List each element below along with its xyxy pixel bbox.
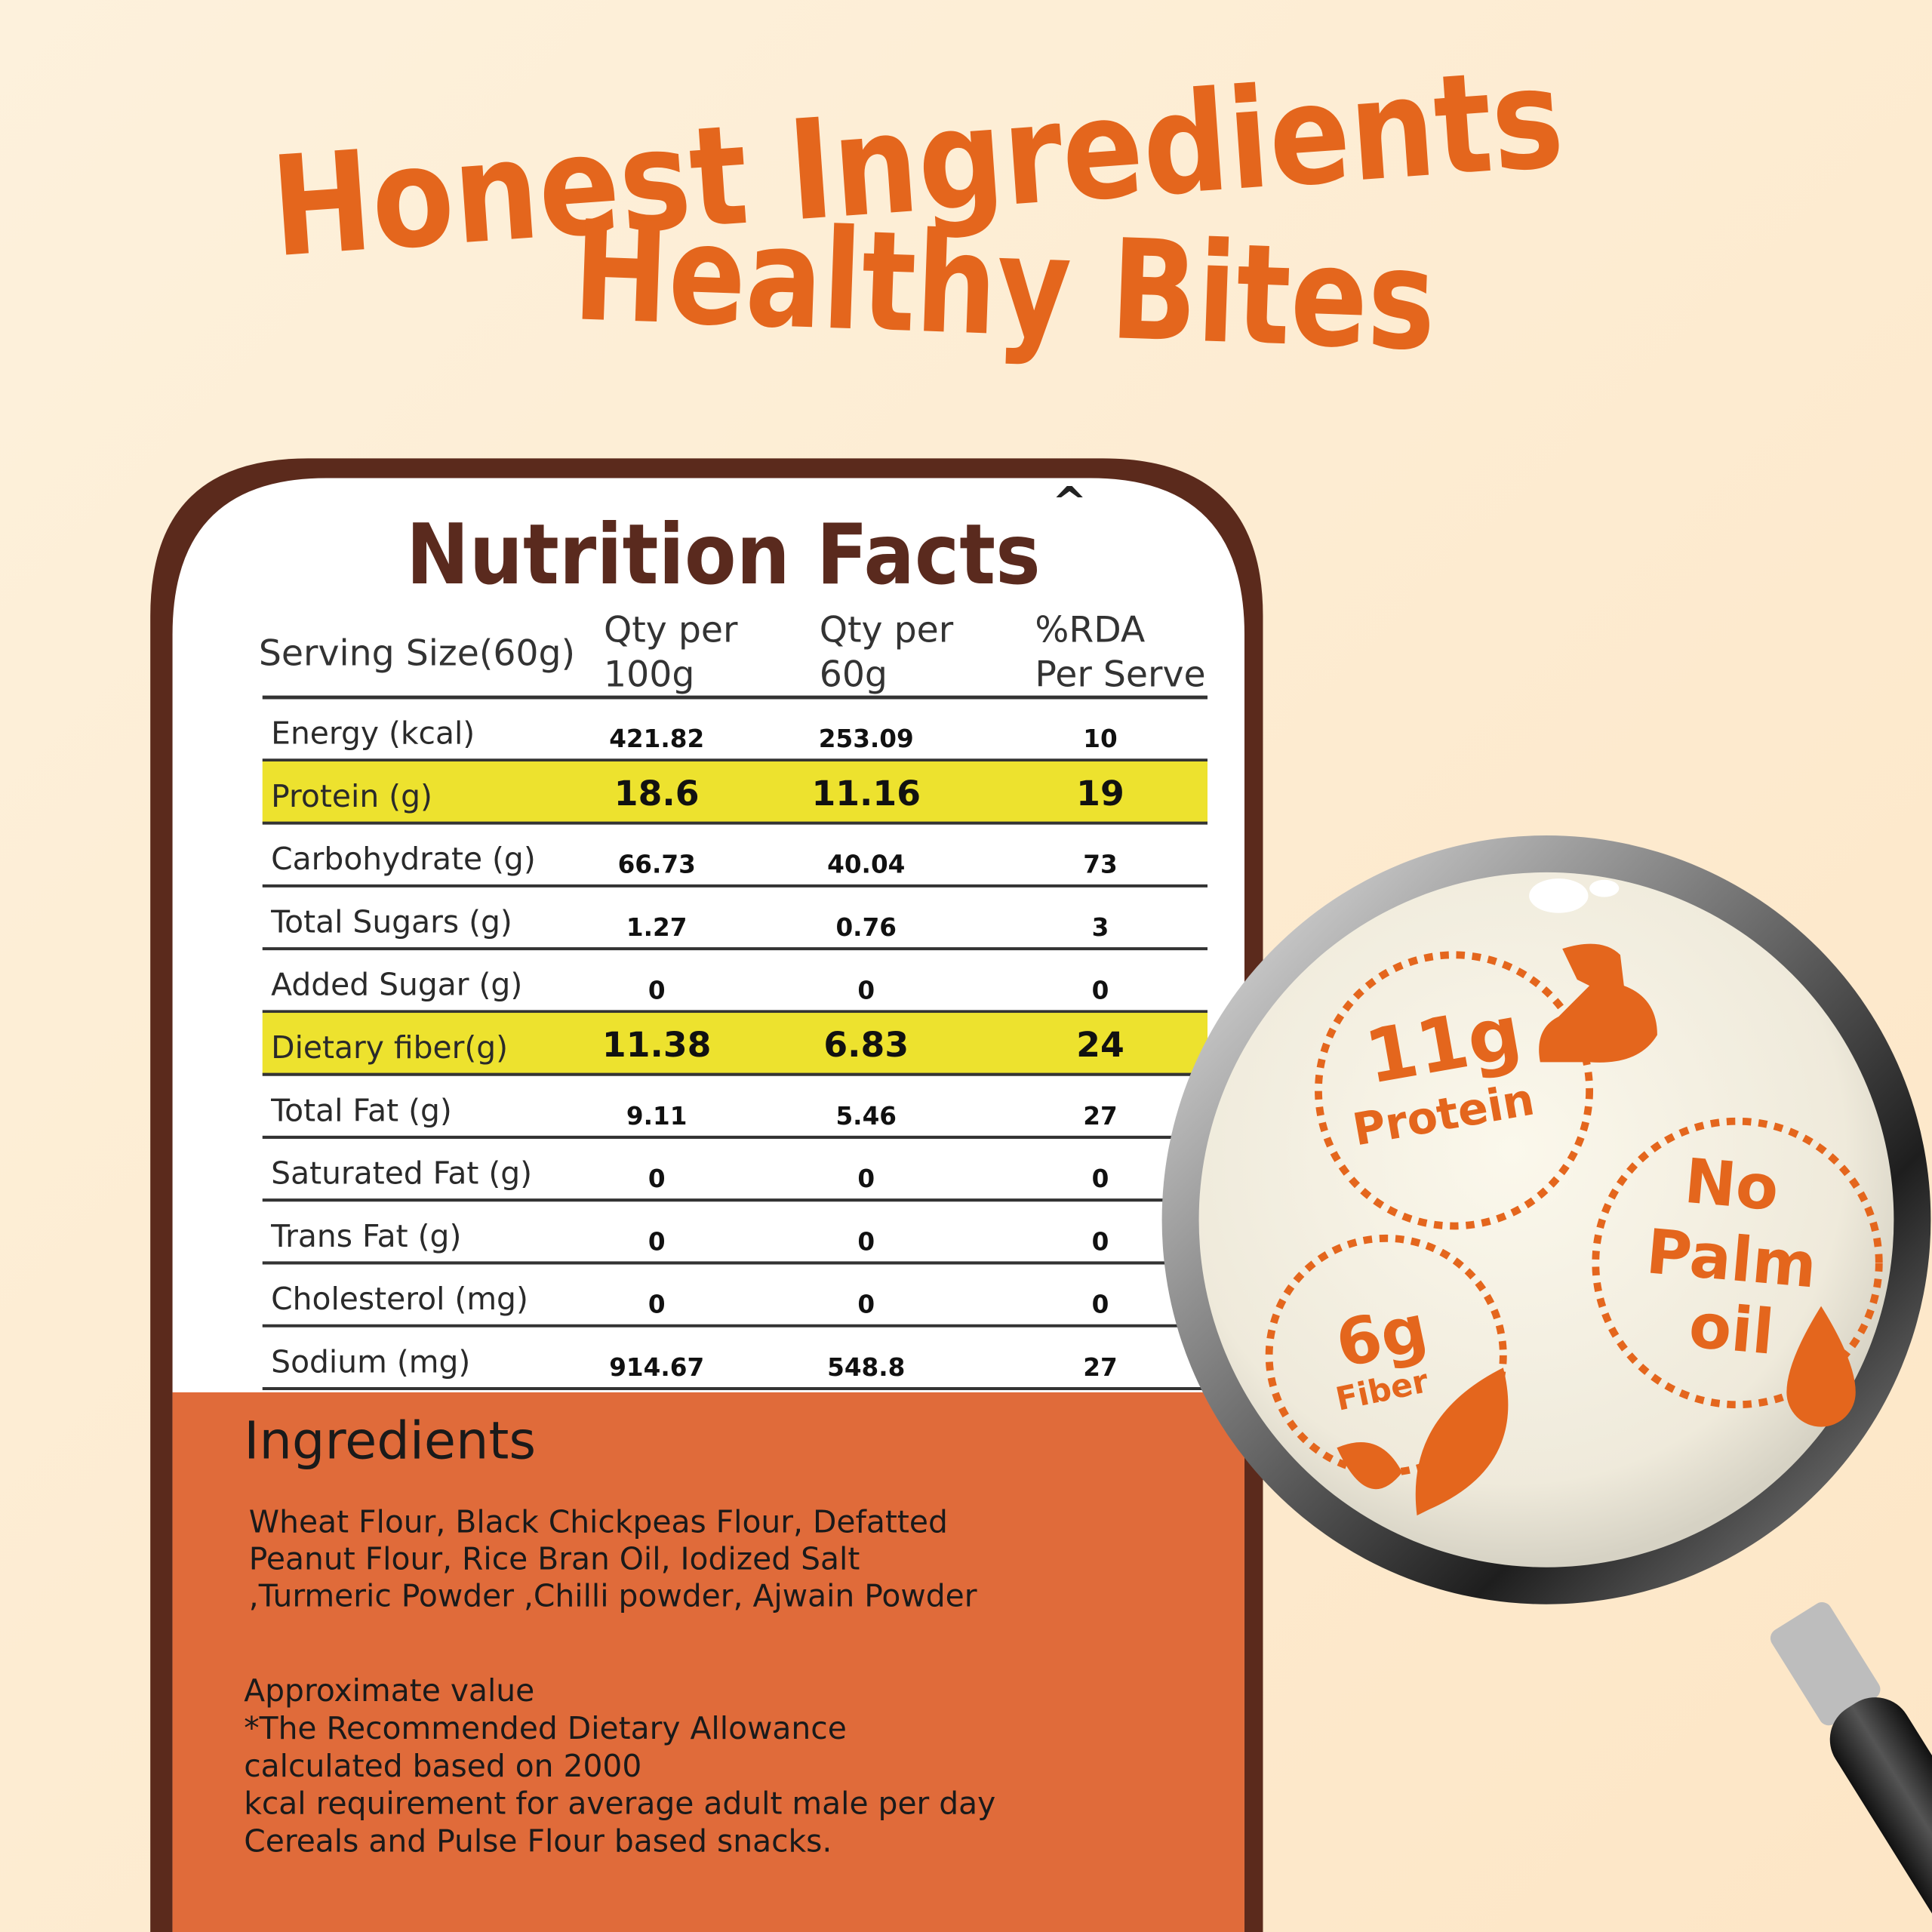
note-line: *The Recommended Dietary Allowance bbox=[244, 1710, 847, 1746]
row-value: 0 bbox=[1092, 1291, 1109, 1319]
row-value: 0 bbox=[648, 976, 666, 1004]
ingredients-line: Peanut Flour, Rice Bran Oil, Iodized Sal… bbox=[249, 1541, 860, 1577]
row-label: Sodium (mg) bbox=[271, 1343, 470, 1380]
row-value: 40.04 bbox=[827, 851, 905, 879]
column-header: 100g bbox=[604, 654, 694, 695]
ingredients-line: Wheat Flour, Black Chickpeas Flour, Defa… bbox=[249, 1504, 948, 1540]
row-value: 421.82 bbox=[609, 724, 704, 753]
row-value: 73 bbox=[1083, 851, 1117, 879]
row-label: Total Fat (g) bbox=[270, 1092, 452, 1128]
row-value: 9.11 bbox=[626, 1102, 688, 1131]
handle bbox=[1829, 1697, 1932, 1932]
glare bbox=[1529, 878, 1589, 913]
row-label: Saturated Fat (g) bbox=[271, 1155, 532, 1192]
row-value: 19 bbox=[1076, 774, 1124, 814]
row-value: 0 bbox=[1092, 976, 1109, 1004]
row-label: Dietary fiber(g) bbox=[271, 1029, 508, 1066]
badge-text: oil bbox=[1686, 1290, 1777, 1368]
note-line: Approximate value bbox=[244, 1672, 534, 1709]
row-value: 11.38 bbox=[602, 1025, 712, 1065]
row-value: 0 bbox=[857, 1227, 875, 1256]
lens bbox=[1198, 872, 1894, 1567]
row-value: 1.27 bbox=[626, 913, 688, 942]
row-label: Trans Fat (g) bbox=[270, 1218, 461, 1254]
row-value: 0 bbox=[857, 976, 875, 1004]
leaf-icon bbox=[1337, 1442, 1402, 1490]
glare bbox=[1589, 879, 1620, 897]
headline: Healthy Bites bbox=[571, 191, 1438, 382]
badge-ring bbox=[1315, 951, 1594, 1230]
row-label: Total Sugars (g) bbox=[270, 903, 512, 940]
row-value: 66.73 bbox=[618, 851, 696, 879]
row-value: 0 bbox=[1092, 1164, 1109, 1193]
highlight bbox=[262, 761, 1208, 823]
drop-icon bbox=[1786, 1306, 1856, 1427]
row-label: Protein (g) bbox=[271, 778, 432, 814]
ingredients-panel bbox=[172, 1392, 1244, 1932]
row-value: 548.8 bbox=[827, 1353, 905, 1382]
column-header: 60g bbox=[820, 654, 888, 695]
badge-ring bbox=[1592, 1117, 1883, 1409]
leaf-icon bbox=[1415, 1367, 1509, 1516]
note-line: Cereals and Pulse Flour based snacks. bbox=[244, 1823, 832, 1859]
column-header: Qty per bbox=[604, 610, 738, 651]
note-line: kcal requirement for average adult male … bbox=[244, 1786, 995, 1822]
row-label: Cholesterol (mg) bbox=[271, 1281, 528, 1317]
badge-text: Palm bbox=[1644, 1216, 1820, 1302]
row-value: 0.76 bbox=[835, 913, 897, 942]
row-value: 24 bbox=[1076, 1025, 1124, 1065]
muscle-icon bbox=[1539, 943, 1657, 1063]
row-label: Added Sugar (g) bbox=[271, 967, 522, 1003]
table-title: Nutrition Facts bbox=[406, 506, 1041, 604]
row-value: 11.16 bbox=[811, 774, 921, 814]
column-header: Qty per bbox=[820, 610, 954, 651]
row-value: 0 bbox=[857, 1164, 875, 1193]
row-value: 5.46 bbox=[835, 1102, 897, 1131]
highlight bbox=[262, 1013, 1208, 1075]
ingredients: Ingredients Wheat Flour, Black Chickpeas … bbox=[244, 1411, 995, 1860]
row-value: 253.09 bbox=[819, 724, 914, 753]
ingredients-title: Ingredients bbox=[244, 1411, 536, 1472]
row-value: 0 bbox=[648, 1291, 666, 1319]
row-value: 914.67 bbox=[609, 1353, 704, 1382]
row-value: 0 bbox=[857, 1291, 875, 1319]
note-line: calculated based on 2000 bbox=[244, 1748, 641, 1784]
column-header: Serving Size(60g) bbox=[259, 633, 575, 675]
row-value: 18.6 bbox=[614, 774, 700, 814]
caret: ^ bbox=[1052, 478, 1088, 528]
row-value: 0 bbox=[1092, 1227, 1109, 1256]
row-value: 0 bbox=[648, 1164, 666, 1193]
row-value: 10 bbox=[1083, 724, 1117, 753]
row-label: Energy (kcal) bbox=[271, 715, 475, 752]
row-value: 3 bbox=[1092, 913, 1109, 942]
handle-collar bbox=[1770, 1602, 1881, 1726]
row-value: 27 bbox=[1083, 1102, 1117, 1131]
row-value: 27 bbox=[1083, 1353, 1117, 1382]
row-label: Carbohydrate (g) bbox=[271, 841, 536, 877]
badge-text: 6g bbox=[1330, 1291, 1434, 1383]
badge-text: No bbox=[1681, 1146, 1781, 1225]
ingredients-line: ,Turmeric Powder ,Chilli powder, Ajwain … bbox=[249, 1578, 977, 1614]
column-header: Per Serve bbox=[1035, 654, 1205, 695]
row-value: 6.83 bbox=[823, 1025, 909, 1065]
row-value: 0 bbox=[648, 1227, 666, 1256]
column-header: %RDA bbox=[1035, 610, 1145, 651]
